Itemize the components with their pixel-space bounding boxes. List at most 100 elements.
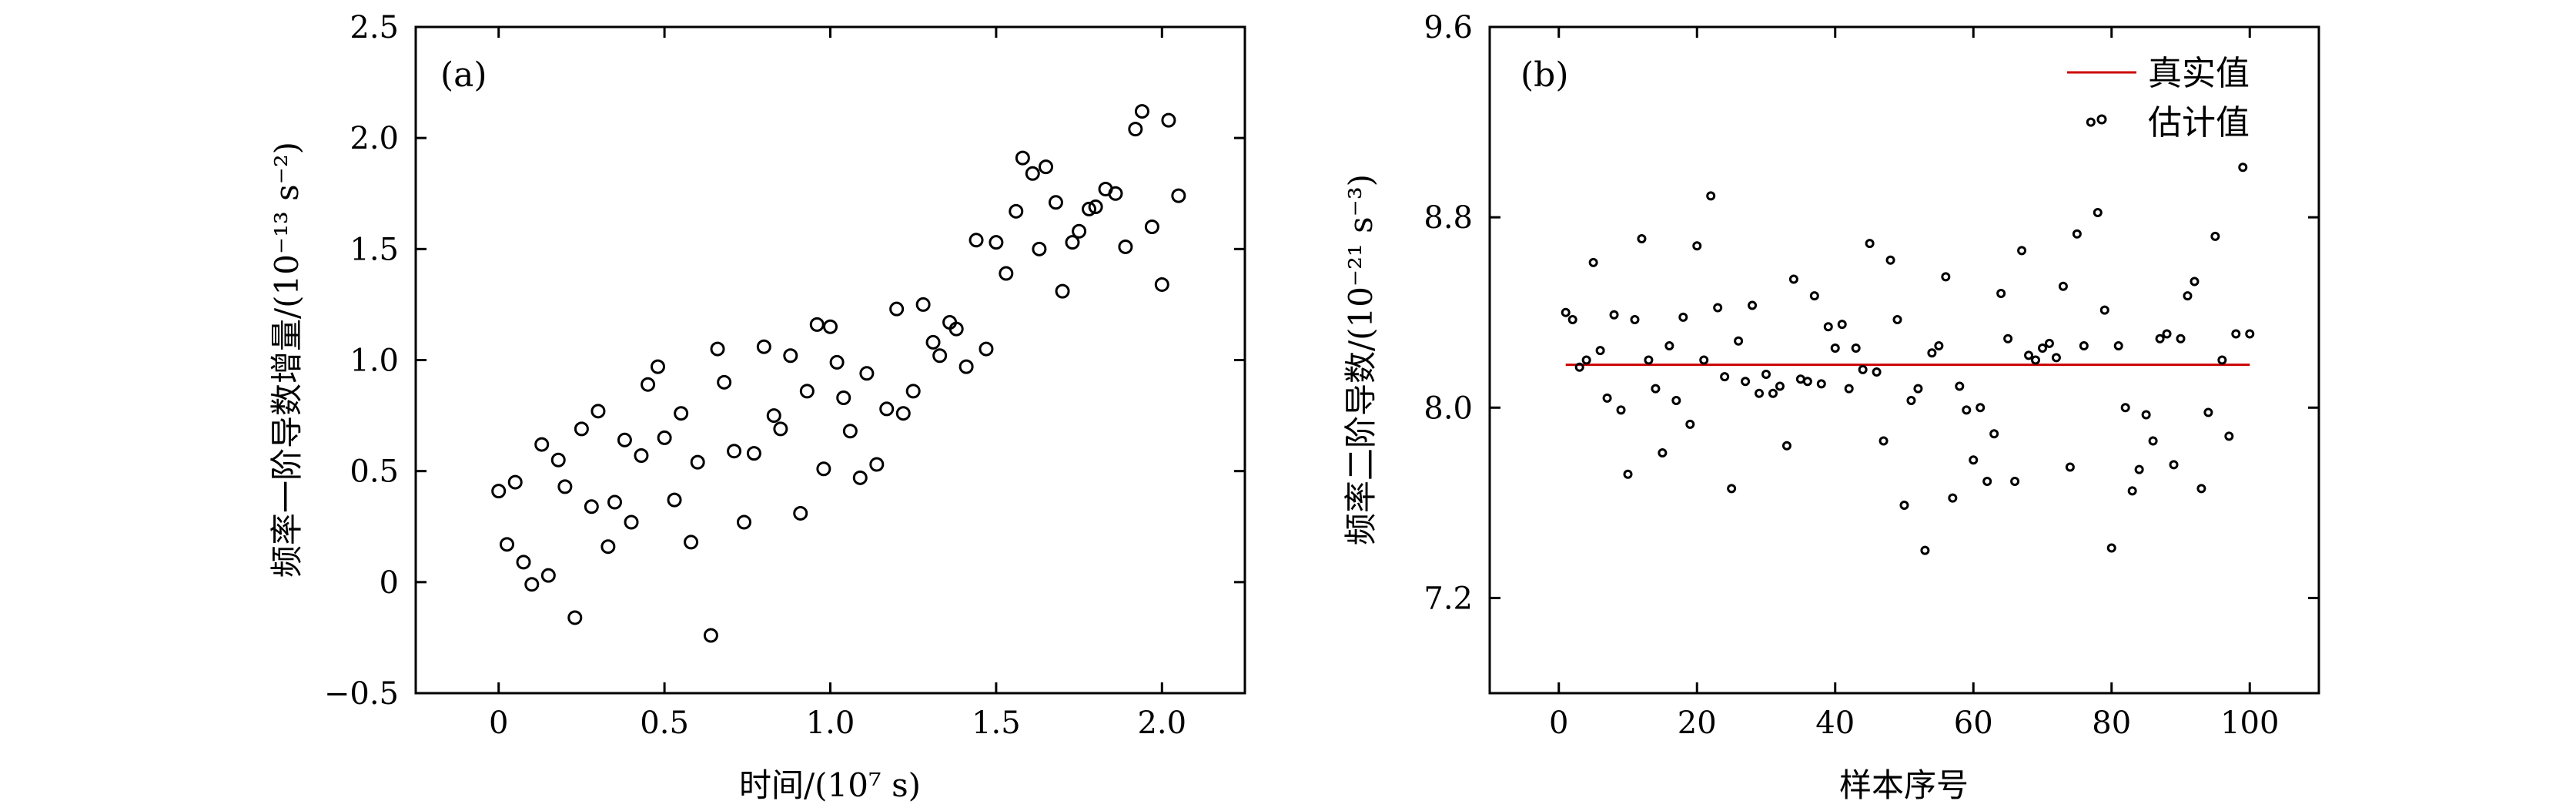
- estimate-point: [2148, 436, 2158, 446]
- data-point: [1118, 239, 1133, 254]
- estimate-point: [1892, 314, 1902, 324]
- estimate-point: [2086, 117, 2096, 127]
- data-point: [979, 341, 994, 357]
- panel-b-y-tick-label: 8.0: [1423, 390, 1473, 426]
- estimate-point: [1989, 429, 1999, 439]
- estimate-point: [1768, 388, 1778, 398]
- estimate-point: [1809, 291, 1819, 301]
- estimate-point: [2162, 329, 2172, 339]
- data-point: [507, 474, 523, 490]
- data-point: [746, 446, 761, 461]
- data-point: [684, 535, 699, 550]
- estimate-point: [1581, 355, 1591, 365]
- data-point: [624, 514, 639, 530]
- data-point: [925, 334, 941, 350]
- estimate-point: [1982, 477, 1992, 487]
- panel-b-points: [1561, 117, 2255, 555]
- estimate-point: [1685, 419, 1695, 429]
- estimate-point: [2003, 333, 2013, 344]
- data-point: [958, 359, 974, 374]
- data-point: [823, 319, 838, 334]
- estimate-point: [2031, 355, 2041, 365]
- estimate-point: [1671, 396, 1681, 406]
- panel-b-y-tick-label: 9.6: [1423, 10, 1473, 45]
- panel-a-y-axis-label: 频率一阶导数增量/(10⁻¹³ s⁻²): [268, 142, 306, 578]
- estimate-point: [2038, 344, 2047, 354]
- legend-true-value-label: 真实值: [2148, 54, 2250, 93]
- estimate-point: [2155, 333, 2165, 344]
- estimate-point: [2224, 431, 2234, 441]
- panel-a-y-tick-label: 0.5: [350, 454, 399, 490]
- estimate-point: [2238, 163, 2248, 173]
- estimate-point: [2072, 229, 2082, 239]
- estimate-point: [1955, 381, 1965, 391]
- data-point: [905, 384, 921, 399]
- estimate-point: [1823, 322, 1833, 332]
- estimate-point: [2210, 231, 2220, 241]
- estimate-point: [1996, 289, 2006, 298]
- estimate-point: [1837, 320, 1847, 330]
- estimate-point: [1761, 370, 1771, 380]
- estimate-point: [1969, 455, 1979, 465]
- data-point: [1144, 220, 1159, 234]
- panel-a-x-axis-label: 时间/(10⁷ s): [739, 766, 921, 804]
- data-point: [783, 348, 798, 364]
- data-point: [1161, 112, 1176, 128]
- data-point: [567, 610, 583, 625]
- data-point: [634, 447, 649, 463]
- data-point: [1009, 203, 1024, 219]
- data-point: [590, 404, 606, 419]
- data-point: [1048, 195, 1063, 210]
- data-point: [1025, 166, 1040, 181]
- legend-estimate-swatch: [2096, 114, 2107, 125]
- panel-b-x-tick-label: 100: [2220, 705, 2279, 741]
- panel-a-x-tick-label: 0.5: [640, 705, 689, 741]
- estimate-point: [1906, 396, 1916, 406]
- data-point: [879, 401, 895, 417]
- data-point: [1108, 186, 1123, 201]
- data-point: [710, 341, 725, 357]
- estimate-point: [2093, 207, 2103, 217]
- data-point: [641, 377, 656, 392]
- data-point: [1154, 276, 1169, 292]
- estimate-point: [2099, 305, 2109, 315]
- estimate-point: [1595, 346, 1605, 356]
- estimate-point: [1651, 384, 1661, 394]
- estimate-point: [2183, 291, 2193, 301]
- estimate-point: [1830, 344, 1840, 354]
- data-point: [584, 499, 599, 514]
- data-point: [574, 421, 589, 437]
- estimate-point: [1588, 257, 1598, 267]
- data-point: [948, 321, 964, 337]
- estimate-point: [1748, 300, 1758, 310]
- data-point: [1134, 104, 1149, 119]
- panel-a-y-ticks: −0.5 0 0.5 1.0 1.5 2.0 2.5: [324, 10, 1245, 712]
- panel-b-label: (b): [1521, 55, 1569, 95]
- estimate-point: [1858, 364, 1868, 374]
- data-point: [816, 461, 831, 477]
- estimate-point: [2245, 329, 2255, 339]
- estimate-point: [2079, 340, 2089, 350]
- estimate-point: [1781, 441, 1791, 451]
- panel-a-x-tick-label: 0: [489, 705, 508, 741]
- data-point: [969, 233, 984, 248]
- estimate-point: [1913, 384, 1923, 394]
- estimate-point: [2113, 340, 2123, 350]
- panel-a-y-tick-label: 2.5: [350, 10, 399, 45]
- estimate-point: [1567, 314, 1577, 324]
- estimate-point: [1962, 405, 1972, 415]
- estimate-point: [2058, 281, 2068, 291]
- panel-b-y-tick-label: 8.8: [1423, 200, 1473, 236]
- estimate-point: [2106, 543, 2116, 553]
- legend-estimate-label: 估计值: [2148, 103, 2250, 142]
- data-point: [657, 430, 672, 445]
- estimate-point: [1948, 493, 1958, 503]
- panel-a-y-tick-label: 0: [380, 565, 399, 601]
- panel-b-y-tick-label: 7.2: [1423, 581, 1473, 616]
- panel-b-x-tick-label: 60: [1954, 705, 1993, 741]
- panel-a-label: (a): [440, 55, 487, 95]
- data-point: [999, 266, 1014, 281]
- data-point: [1015, 150, 1030, 166]
- data-point: [989, 235, 1004, 250]
